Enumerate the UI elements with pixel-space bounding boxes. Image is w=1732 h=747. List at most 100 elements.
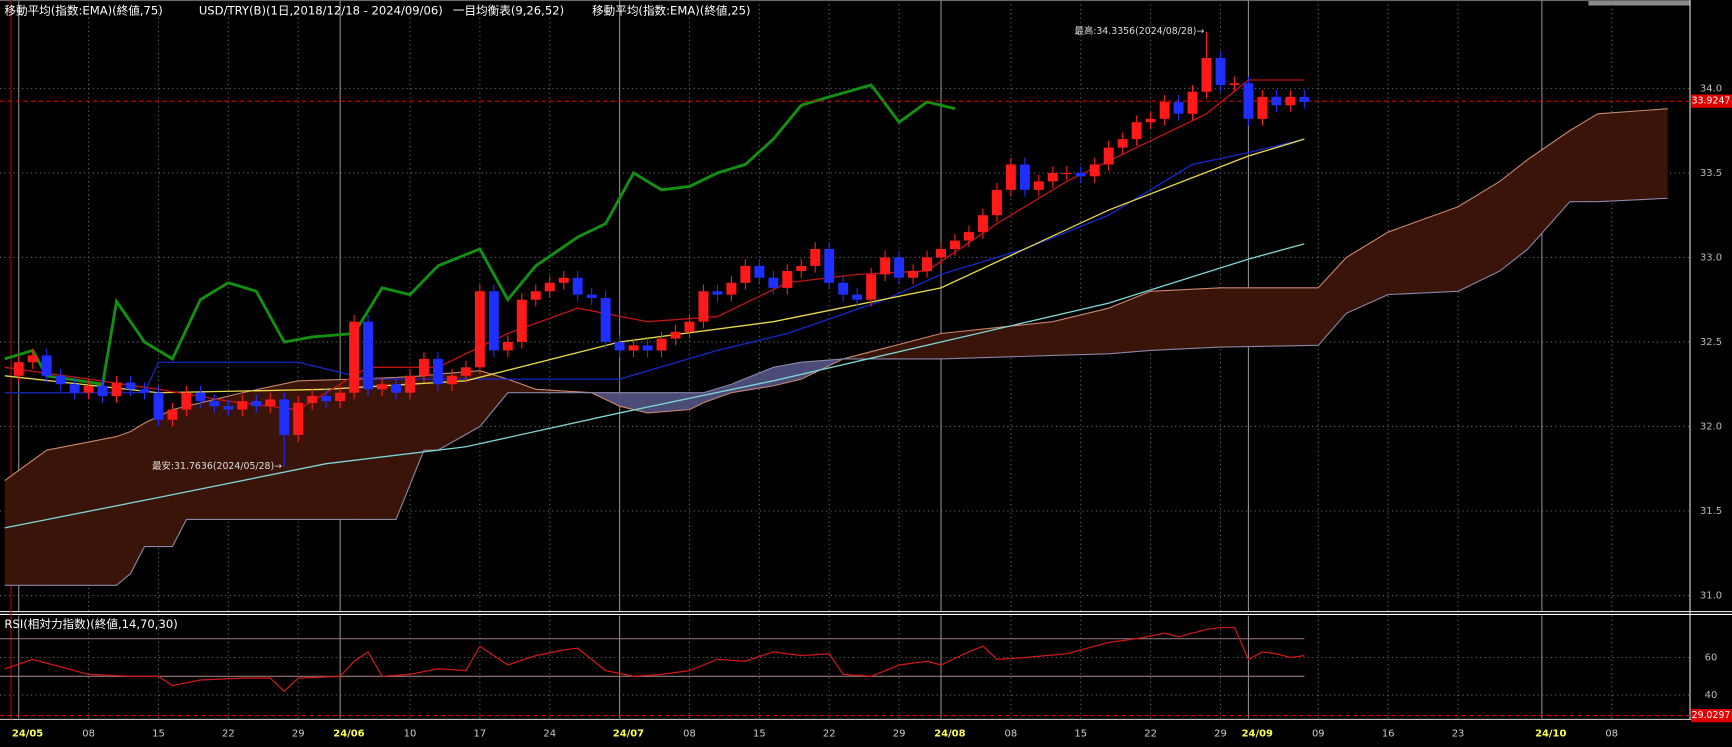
cloud-segment [1458,181,1500,292]
y-tick-label: 32.0 [1700,421,1722,432]
candle-body [642,345,653,351]
cloud-segment [1597,108,1668,202]
x-tick-label: 24/05 [12,729,43,740]
candle-body [55,375,66,385]
x-tick-label: 22 [222,729,235,740]
candle-body [1201,57,1212,92]
candle-body [432,358,443,385]
chart-title: USD/TRY(B)(1日,2018/12/18 - 2024/09/06) [199,4,443,18]
candle-body [1257,96,1268,119]
indicator-line [4,243,1305,529]
x-tick-label: 08 [683,729,696,740]
candle-body [1019,164,1030,190]
cloud-segment [1569,113,1598,202]
candle-body [936,248,946,258]
last-price-label: 33.9247 [1692,96,1731,107]
candle-body [572,277,583,295]
candle-body [349,321,360,393]
x-tick-label: 23 [1452,729,1465,740]
x-tick-label: 22 [823,729,836,740]
candle-body [1145,118,1156,123]
candle-body [1215,57,1226,86]
candle-body [488,291,499,351]
candle-body [167,409,178,420]
y-tick-label: 33.0 [1700,252,1722,263]
x-tick-label: 24 [543,729,556,740]
candle-body [502,341,513,351]
x-tick-label: 08 [1005,729,1018,740]
candle-body [279,399,290,435]
cloud-segment [1346,232,1389,314]
candle-body [768,277,779,288]
cloud-segment [46,436,117,586]
last-price-box [1691,94,1732,108]
x-tick-label: 17 [474,729,487,740]
x-tick-label: 15 [152,729,165,740]
high-annotation: 最高:34.3356(2024/08/28)→ [1074,25,1204,37]
candle-body [796,265,807,271]
panel-title: RSI(相対力指数)(終値,14,70,30) [4,617,177,631]
rsi-line [4,626,1305,693]
candle-body [1159,101,1170,119]
candle-body [1299,96,1310,102]
cloud-segment [130,423,145,574]
cloud-segment [172,406,187,547]
candle-body [111,382,122,397]
x-tick-label: 24/10 [1535,729,1566,740]
candle-body [1033,181,1044,190]
candle-body [97,385,108,397]
candle-body [377,384,388,390]
candle-body [810,248,821,266]
candle-body [27,355,38,363]
cloud-segment [1527,130,1570,249]
indicator-line [4,138,1305,394]
candle-body [209,401,220,407]
candle-body [237,401,248,410]
y-tick-label: 40 [1705,690,1718,701]
candle-body [391,384,401,393]
y-tick-label: 33.5 [1700,168,1722,179]
candle-body [614,341,625,351]
cloud-segment [507,379,536,393]
candle-body [1089,164,1100,177]
candle-body [963,232,974,241]
cloud-segment [437,370,480,451]
candle-body [363,321,374,390]
candle-body [740,265,751,283]
cloud-segment [1108,291,1151,354]
candle-body [251,401,262,407]
candle-body [866,274,877,300]
candle-body [894,257,905,278]
cloud-segment [731,367,774,393]
candle-body [1103,147,1114,165]
span-a-line [4,108,1668,482]
candle-body [293,402,304,435]
cloud-segment [1499,159,1528,271]
y-tick-label: 31.0 [1700,591,1722,602]
x-tick-label: 15 [1074,729,1087,740]
candle-body [1271,96,1282,106]
candle-body [474,291,485,368]
candle-body [195,392,206,402]
candle-body [922,257,933,271]
candle-body [41,355,52,376]
x-tick-label: 16 [1382,729,1395,740]
candle-body [1229,83,1240,86]
candle-body [1117,139,1128,148]
chart-title: 一目均衡表(9,26,52) [453,4,564,18]
candle-body [950,240,960,249]
x-tick-label: 29 [1214,729,1227,740]
candle-body [265,399,276,407]
cloud-segment [689,392,704,410]
cloud-segment [186,392,243,520]
candle-body [1173,101,1184,114]
candle-body [419,358,429,376]
candle-body [656,338,667,351]
candle-body [139,389,150,393]
candle-body [684,321,695,332]
marker-label: 29.0297 [1692,710,1731,721]
candle-body [1131,122,1142,140]
candle-body [880,257,891,275]
candle-body [908,270,919,278]
cloud-segment [116,431,131,586]
